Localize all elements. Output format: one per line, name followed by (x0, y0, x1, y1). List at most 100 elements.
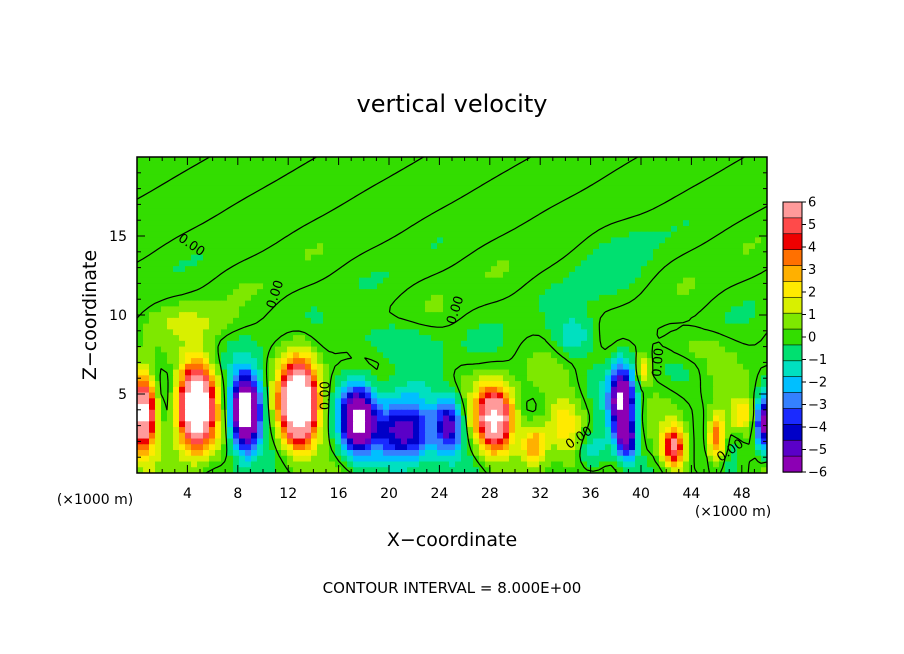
field-cell (539, 174, 546, 181)
field-cell (485, 404, 492, 411)
field-cell (155, 346, 162, 353)
field-cell (431, 415, 438, 422)
field-cell (203, 277, 210, 284)
field-cell (497, 179, 504, 187)
field-cell (599, 179, 606, 187)
field-cell (311, 277, 318, 284)
field-cell (365, 162, 372, 170)
field-cell (473, 335, 480, 342)
field-cell (311, 243, 318, 250)
field-cell (647, 179, 654, 187)
field-cell (689, 271, 696, 279)
field-cell (485, 421, 492, 428)
field-cell (587, 266, 594, 273)
field-cell (413, 381, 420, 388)
field-cell (443, 369, 450, 376)
field-cell (239, 185, 246, 193)
field-cell (323, 294, 330, 302)
field-cell (455, 248, 462, 256)
field-cell (227, 289, 234, 296)
field-cell (329, 427, 336, 434)
field-cell (311, 266, 318, 273)
field-cell (545, 271, 552, 279)
field-cell (407, 248, 414, 256)
field-cell (299, 427, 306, 434)
field-cell (251, 162, 258, 170)
field-cell (341, 225, 348, 233)
field-cell (413, 415, 420, 422)
field-cell (749, 317, 756, 325)
field-cell (581, 415, 588, 422)
field-cell (383, 323, 390, 330)
field-cell (161, 202, 168, 210)
field-cell (449, 254, 456, 262)
field-cell (677, 386, 684, 394)
field-cell (677, 179, 684, 187)
field-cell (293, 248, 300, 256)
field-cell (497, 254, 504, 262)
field-cell (419, 185, 426, 193)
field-cell (599, 283, 606, 290)
field-cell (761, 323, 767, 330)
field-cell (545, 306, 552, 313)
field-cell (323, 179, 330, 187)
field-cell (281, 220, 288, 227)
field-cell (437, 306, 444, 313)
field-cell (233, 392, 240, 399)
field-cell (521, 254, 528, 262)
field-cell (431, 220, 438, 227)
field-cell (677, 243, 684, 250)
field-cell (239, 317, 246, 325)
field-cell (671, 409, 678, 417)
field-cell (341, 283, 348, 290)
field-cell (233, 421, 240, 428)
field-cell (311, 329, 318, 336)
field-cell (575, 352, 582, 359)
field-cell (275, 271, 282, 279)
field-cell (347, 335, 354, 342)
field-cell (593, 392, 600, 399)
field-cell (683, 289, 690, 296)
field-cell (443, 289, 450, 296)
field-cell (485, 369, 492, 376)
field-cell (143, 243, 150, 250)
field-cell (341, 404, 348, 411)
field-cell (191, 300, 198, 307)
field-cell (659, 220, 666, 227)
field-cell (251, 208, 258, 216)
field-cell (371, 220, 378, 227)
field-cell (515, 197, 522, 204)
field-cell (485, 214, 492, 221)
field-cell (305, 191, 312, 198)
field-cell (707, 248, 714, 256)
field-cell (515, 386, 522, 394)
field-cell (455, 237, 462, 244)
field-cell (659, 340, 666, 348)
field-cell (341, 363, 348, 371)
field-cell (197, 363, 204, 371)
field-cell (743, 197, 750, 204)
field-cell (395, 179, 402, 187)
field-cell (347, 168, 354, 175)
field-cell (419, 375, 426, 382)
field-cell (269, 363, 276, 371)
field-cell (353, 329, 360, 336)
field-cell (323, 409, 330, 417)
field-cell (527, 300, 534, 307)
field-cell (413, 398, 420, 405)
field-cell (647, 352, 654, 359)
field-cell (749, 294, 756, 302)
field-cell (419, 306, 426, 313)
field-cell (341, 202, 348, 210)
field-cell (209, 179, 216, 187)
field-cell (299, 174, 306, 181)
field-cell (749, 254, 756, 262)
field-cell (161, 231, 168, 239)
field-cell (395, 271, 402, 279)
field-cell (695, 421, 702, 428)
field-cell (383, 202, 390, 210)
field-cell (143, 358, 150, 365)
field-cell (509, 237, 516, 244)
field-cell (215, 312, 222, 319)
field-cell (641, 271, 648, 279)
